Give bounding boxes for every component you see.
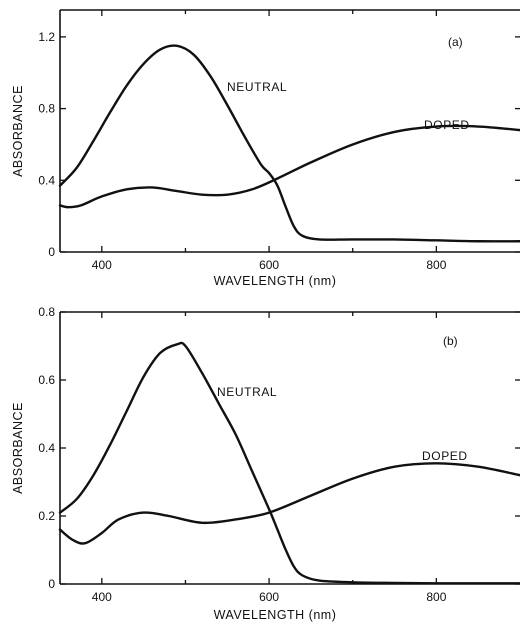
series-doped-line [58, 124, 520, 209]
x-tick-label: 400 [92, 258, 112, 272]
y-axis-title: ABSORBANCE [11, 85, 25, 177]
y-tick-label: 0.8 [38, 305, 55, 319]
y-tick-label: 0.6 [38, 373, 55, 387]
y-tick-label: 0.4 [38, 441, 55, 455]
series-label-neutral: NEUTRAL [217, 385, 277, 399]
x-tick-label: 600 [259, 590, 279, 604]
x-axis-title: WAVELENGTH (nm) [214, 608, 337, 622]
series-neutral-line [58, 44, 520, 243]
series-doped-line [58, 462, 520, 545]
series-label-doped: DOPED [424, 118, 470, 132]
x-tick-label: 800 [426, 590, 446, 604]
panel-a: 400 600 800 0 0.4 0.8 1.2 WAVELENGTH (nm) ABSORB… [11, 9, 520, 288]
y-tick-label: 0.4 [38, 173, 55, 187]
x-tick-label: 600 [259, 258, 279, 272]
x-tick-label: 400 [92, 590, 112, 604]
y-tick-label: 0 [48, 245, 55, 259]
y-tick-label: 0 [48, 577, 55, 591]
series-label-neutral: NEUTRAL [227, 80, 287, 94]
panel-label: (a) [448, 35, 463, 49]
y-tick-label: 0.8 [38, 102, 55, 116]
series-label-doped: DOPED [422, 449, 468, 463]
x-tick-label: 800 [426, 258, 446, 272]
y-axis-title: ABSORBANCE [11, 402, 25, 494]
panel-b: 400 600 800 0 0.2 0.4 0.6 0.8 WAVELENGTH (nm) ABS… [11, 305, 520, 622]
y-tick-label: 1.2 [38, 30, 55, 44]
series-neutral-line [58, 341, 520, 585]
panel-label: (b) [443, 334, 458, 348]
y-tick-label: 0.2 [38, 509, 55, 523]
x-axis-title: WAVELENGTH (nm) [214, 274, 337, 288]
